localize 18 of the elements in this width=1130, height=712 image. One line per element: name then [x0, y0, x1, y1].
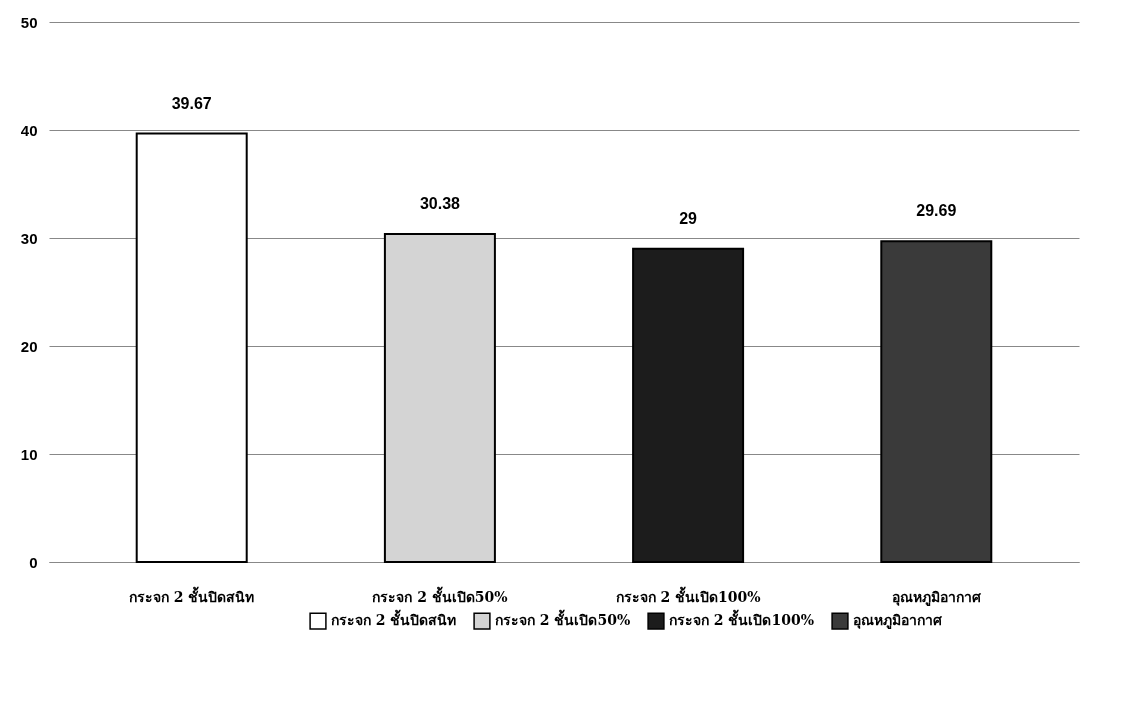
- legend-label: กระจก 2 ชั้นปิดสนิท: [331, 609, 457, 629]
- x-tick-label: กระจก 2 ชั้นเปิด50%: [372, 585, 508, 605]
- y-tick-label: 30: [20, 229, 38, 247]
- x-tick-label: กระจก 2 ชั้นปิดสนิท: [128, 585, 255, 605]
- legend-label: กระจก 2 ชั้นเปิด100%: [669, 609, 815, 629]
- y-tick-label: 0: [29, 553, 38, 571]
- data-label: 39.67: [171, 94, 212, 112]
- y-tick-label: 20: [20, 337, 38, 355]
- y-tick-label: 40: [20, 121, 38, 139]
- legend-label: กระจก 2 ชั้นเปิด50%: [495, 609, 631, 629]
- data-label: 29: [679, 209, 698, 227]
- x-tick-label: อุณหภูมิอากาศ: [891, 588, 982, 606]
- x-tick-label: กระจก 2 ชั้นเปิด100%: [615, 585, 761, 605]
- y-tick-label: 10: [20, 445, 38, 463]
- data-label: 30.38: [419, 194, 461, 212]
- legend-label: อุณหภูมิอากาศ: [853, 612, 943, 630]
- y-tick-label: 50: [20, 13, 38, 31]
- data-label: 29.69: [916, 202, 957, 220]
